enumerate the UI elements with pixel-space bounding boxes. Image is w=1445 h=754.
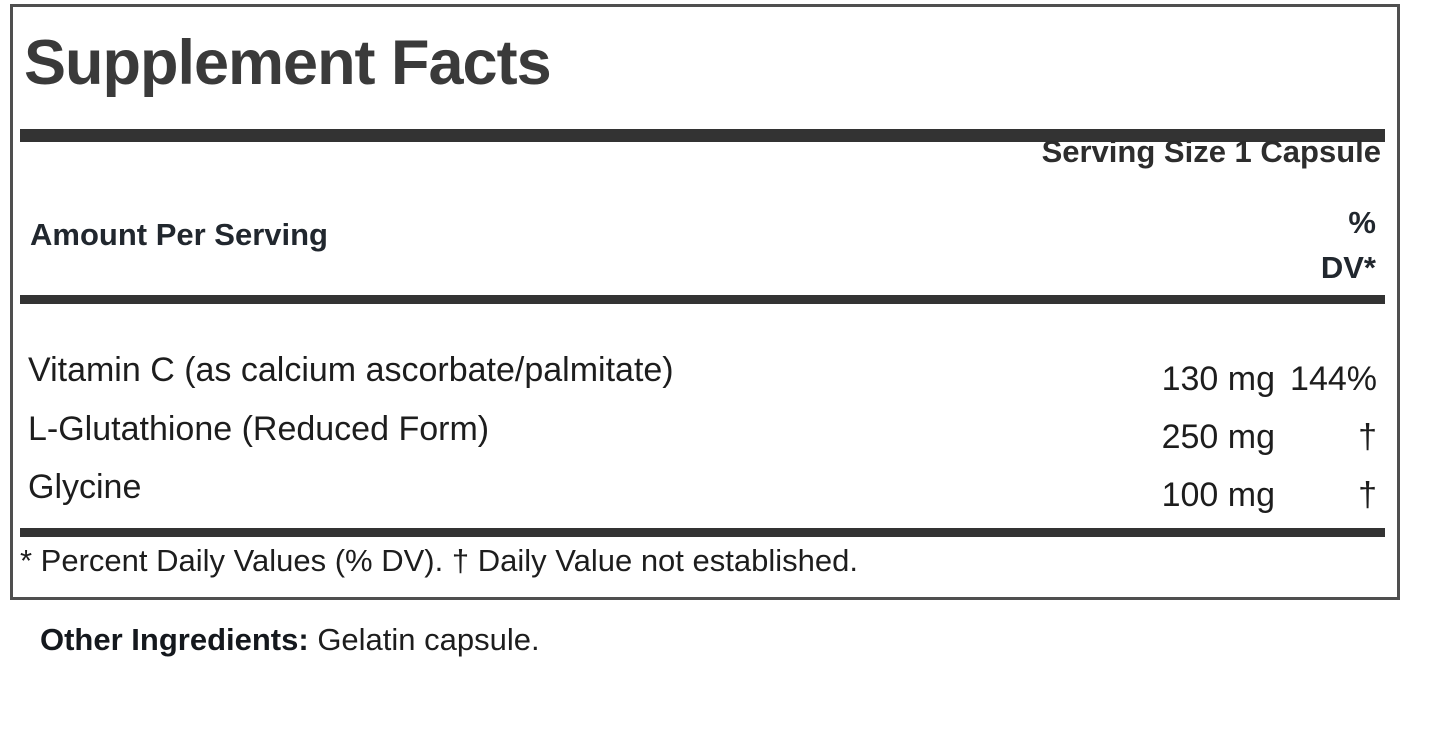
divider-above-footnote (20, 528, 1385, 537)
supplement-facts-panel: Supplement Facts Serving Size 1 Capsule … (10, 4, 1400, 600)
amount-per-serving-header: Amount Per Serving (30, 217, 328, 252)
ingredient-name-glycine: Glycine (28, 468, 142, 506)
ingredient-name-vitamin-c: Vitamin C (as calcium ascorbate/palmitat… (28, 351, 674, 389)
daily-value-footnote: * Percent Daily Values (% DV). † Daily V… (20, 543, 858, 578)
ingredient-amount-l-glutathione: 250 mg (1161, 418, 1275, 456)
ingredient-dv-glycine: † (1358, 476, 1377, 514)
panel-title: Supplement Facts (24, 28, 552, 98)
percent-dv-header-line2: DV* (1320, 250, 1376, 285)
serving-size-text: Serving Size 1 Capsule (1041, 134, 1381, 169)
ingredient-amount-glycine: 100 mg (1161, 476, 1275, 514)
ingredient-dv-l-glutathione: † (1358, 418, 1377, 456)
ingredient-amount-vitamin-c: 130 mg (1161, 360, 1275, 398)
percent-dv-header-line1: % (1348, 205, 1376, 240)
ingredient-name-l-glutathione: L-Glutathione (Reduced Form) (28, 410, 490, 448)
ingredient-dv-vitamin-c: 144% (1290, 360, 1377, 398)
other-ingredients-label: Other Ingredients: (40, 622, 309, 657)
other-ingredients-line: Other Ingredients: Gelatin capsule. (40, 622, 540, 658)
other-ingredients-value: Gelatin capsule. (308, 622, 540, 657)
percent-dv-header: % DV* (1321, 200, 1376, 290)
divider-below-title (20, 129, 1385, 142)
divider-below-headers (20, 295, 1385, 304)
